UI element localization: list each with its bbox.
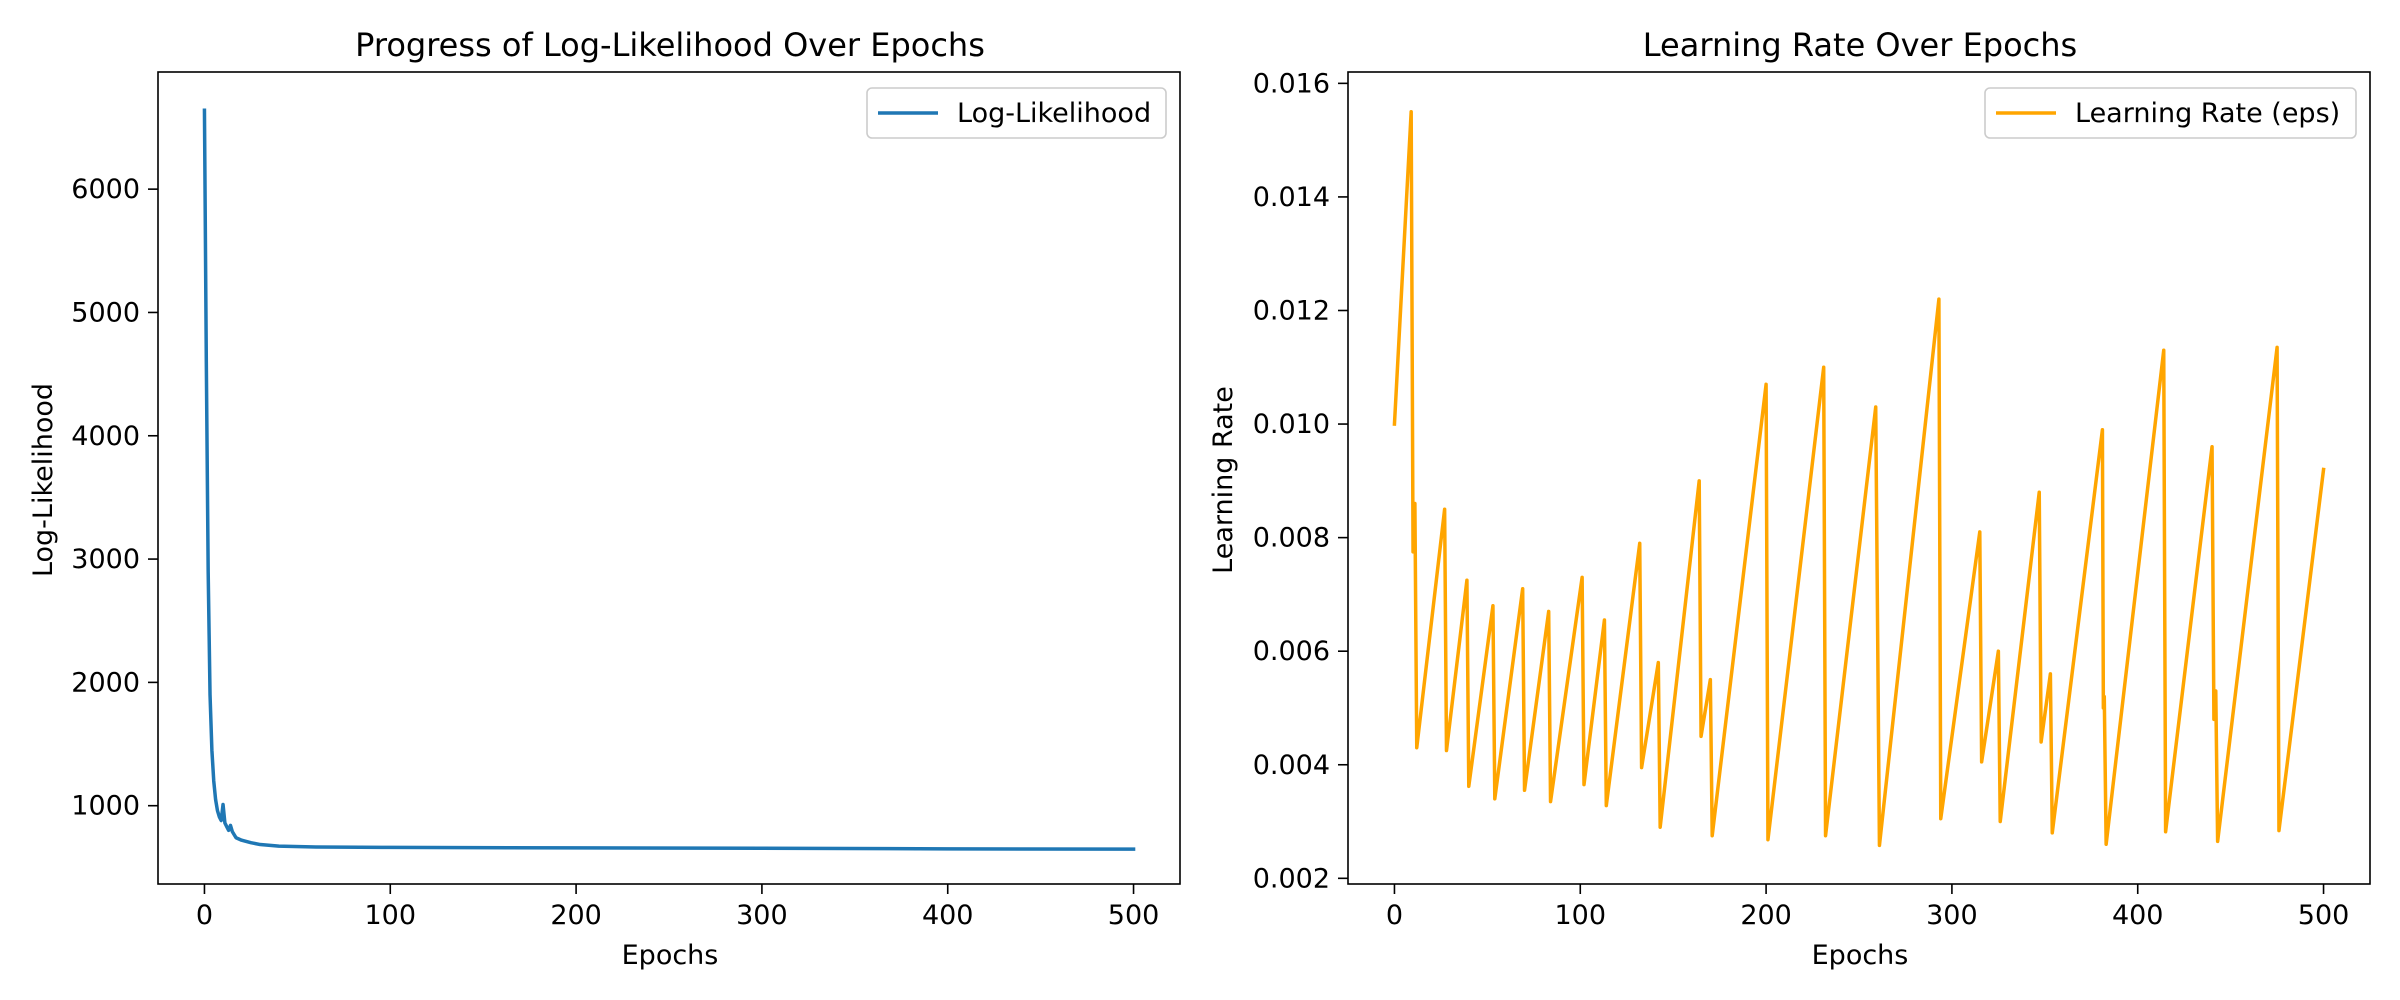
y-tick-label: 0.012	[1253, 295, 1330, 326]
y-tick-label: 6000	[71, 174, 140, 205]
chart-marks	[202, 108, 1136, 851]
legend-label: Learning Rate (eps)	[2075, 98, 2340, 129]
chart-marks	[1392, 110, 2326, 848]
y-axis-label: Learning Rate	[1208, 386, 1239, 574]
x-tick-label: 0	[1386, 900, 1403, 931]
y-tick-label: 5000	[71, 297, 140, 328]
legend-box	[866, 87, 1167, 139]
y-tick-label: 2000	[71, 667, 140, 698]
y-tick-label: 4000	[71, 421, 140, 452]
x-axis-label: Epochs	[622, 940, 719, 971]
x-axis-label: Epochs	[1812, 940, 1909, 971]
series-line-0	[202, 108, 1136, 851]
x-tick-label: 400	[2112, 900, 2164, 931]
x-tick-label: 500	[2298, 900, 2350, 931]
x-tick-label: 300	[736, 900, 788, 931]
y-tick-label: 3000	[71, 544, 140, 575]
x-tick-label: 500	[1108, 900, 1160, 931]
x-ticks: 0 100 200 300 400 500	[196, 884, 1159, 931]
series-line-0	[1392, 110, 2326, 848]
x-tick-label: 200	[1740, 900, 1792, 931]
y-ticks: 1000 2000 3000 4000 5000 6000	[71, 174, 158, 822]
legend: Log-Likelihood	[866, 87, 1167, 139]
y-tick-label: 0.014	[1253, 182, 1330, 213]
plot-area-frame	[157, 71, 1181, 885]
learning-rate-chart: Learning Rate Over Epochs 0 100 200 300 400 5…	[1208, 26, 2371, 971]
y-tick-label: 0.016	[1253, 68, 1330, 99]
y-axis-label: Log-Likelihood	[28, 383, 59, 577]
log-likelihood-chart: Progress of Log-Likelihood Over Epochs 0…	[28, 26, 1181, 971]
y-tick-label: 0.010	[1253, 409, 1330, 440]
chart-title: Learning Rate Over Epochs	[1643, 26, 2077, 64]
x-tick-label: 200	[550, 900, 602, 931]
y-tick-label: 1000	[71, 791, 140, 822]
legend-label: Log-Likelihood	[957, 98, 1151, 129]
x-ticks: 0 100 200 300 400 500	[1386, 884, 2349, 931]
chart-title: Progress of Log-Likelihood Over Epochs	[355, 26, 985, 64]
legend-box	[1984, 87, 2357, 139]
y-tick-label: 0.006	[1253, 636, 1330, 667]
y-tick-label: 0.008	[1253, 523, 1330, 554]
x-tick-label: 300	[1926, 900, 1978, 931]
y-ticks: 0.002 0.004 0.006 0.008 0.010 0.012 0.014 0.016	[1253, 68, 1348, 894]
plot-area-frame	[1347, 71, 2371, 885]
legend: Learning Rate (eps)	[1984, 87, 2357, 139]
y-tick-label: 0.002	[1253, 863, 1330, 894]
x-tick-label: 400	[922, 900, 974, 931]
x-tick-label: 0	[196, 900, 213, 931]
x-tick-label: 100	[1554, 900, 1606, 931]
y-tick-label: 0.004	[1253, 750, 1330, 781]
x-tick-label: 100	[364, 900, 416, 931]
